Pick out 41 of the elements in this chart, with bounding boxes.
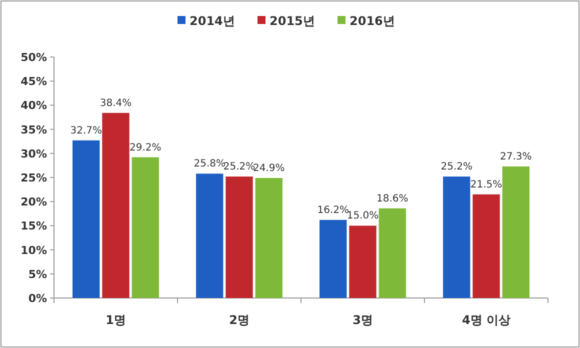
x-tick-label: 2명 — [229, 313, 250, 327]
bar — [349, 226, 376, 298]
text: 32.7% — [70, 125, 102, 136]
legend-label: 2014년 — [190, 14, 235, 28]
y-tick-label: 45% — [20, 75, 47, 88]
bar — [378, 208, 406, 298]
text: 16.2% — [317, 204, 349, 216]
y-tick-label: 5% — [28, 268, 47, 281]
y-tick-label: 30% — [20, 147, 47, 160]
bar — [226, 176, 253, 298]
bar — [443, 176, 470, 298]
text: 15.0% — [346, 210, 379, 222]
x-tick-label: 1명 — [106, 313, 126, 327]
text: 38.4% — [100, 98, 132, 109]
y-tick-label: 20% — [20, 196, 47, 209]
text: 27.3% — [500, 151, 532, 162]
y-tick-label: 0% — [28, 292, 47, 305]
bar — [255, 178, 282, 298]
y-tick-label: 35% — [20, 123, 47, 136]
text: 25.2% — [440, 162, 472, 173]
text: 21.5% — [470, 179, 502, 190]
text: 29.2% — [130, 142, 162, 154]
text: 18.6% — [376, 193, 408, 204]
bar — [472, 194, 500, 298]
x-tick-label: 4명 이상 — [462, 313, 511, 327]
bar — [102, 112, 130, 298]
y-tick-label: 25% — [20, 172, 47, 184]
bar — [72, 140, 100, 298]
text: 24.9% — [253, 162, 285, 174]
y-tick-label: 40% — [20, 99, 47, 112]
bar — [132, 157, 159, 298]
legend-label: 2015년 — [270, 14, 315, 28]
bar — [320, 220, 347, 298]
bar — [196, 174, 224, 298]
text: 25.8% — [194, 158, 226, 170]
y-tick-label: 50% — [20, 51, 47, 64]
legend-label: 2016년 — [350, 14, 395, 28]
y-tick-label: 15% — [20, 220, 47, 233]
y-tick-label: 10% — [20, 244, 47, 257]
x-tick-label: 3명 — [352, 313, 373, 327]
bar — [502, 166, 530, 298]
